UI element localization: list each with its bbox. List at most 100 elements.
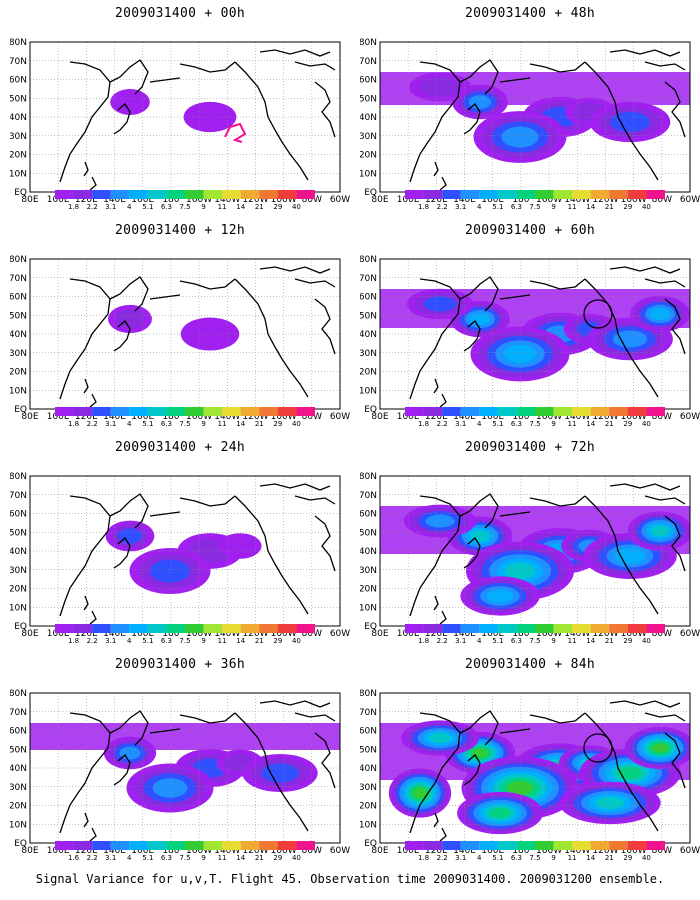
- lat-label: 60N: [360, 727, 377, 737]
- map-panel: 2009031400 + 36h 80N 70N 60N 50N 40N 30N 20N 10N…: [10, 657, 350, 872]
- colorbar-swatch: [479, 841, 498, 850]
- lat-label: 60N: [360, 76, 377, 86]
- colorbar-swatch: [203, 624, 223, 633]
- lat-label: 10N: [10, 169, 27, 179]
- coastline: [314, 81, 336, 138]
- colorbar-swatch: [110, 407, 130, 416]
- colorbar-swatch: [55, 841, 74, 850]
- colorbar-label: 3.1: [105, 420, 116, 428]
- colorbar-label: 4: [127, 854, 132, 862]
- colorbar-swatch: [73, 624, 93, 633]
- coastline: [83, 812, 89, 828]
- lat-label: 80N: [360, 472, 377, 482]
- lon-label: 140W: [564, 629, 590, 639]
- colorbar-label: 9: [201, 420, 205, 428]
- colorbar-swatch: [479, 190, 498, 199]
- lon-label: 160E: [131, 195, 154, 205]
- coastline: [644, 712, 686, 722]
- colorbar-label: 6.3: [511, 854, 522, 862]
- lon-label: 140W: [214, 195, 240, 205]
- colorbar-label: 4: [127, 420, 132, 428]
- colorbar-label: 40: [292, 203, 301, 211]
- colorbar-swatch: [646, 407, 665, 416]
- lon-label: 100E: [47, 846, 70, 856]
- variance-contour: [413, 787, 427, 799]
- colorbar-label: 11: [568, 637, 577, 645]
- colorbar-label: 5.1: [142, 637, 153, 645]
- lat-label: 50N: [360, 311, 377, 321]
- lon-label: 100W: [271, 195, 297, 205]
- lon-label: 80W: [302, 629, 322, 639]
- colorbar-swatch: [92, 841, 111, 850]
- lat-label: 80N: [10, 689, 27, 699]
- colorbar-swatch: [259, 841, 278, 850]
- lat-label: 50N: [10, 528, 27, 538]
- lat-label: 30N: [10, 132, 27, 142]
- lon-label: 120E: [75, 412, 98, 422]
- colorbar-label: 40: [642, 420, 651, 428]
- coastline: [463, 320, 481, 352]
- lon-label: 180: [512, 195, 529, 205]
- colorbar-swatch: [147, 841, 167, 850]
- lat-label: 40N: [360, 330, 377, 340]
- colorbar-swatch: [627, 190, 647, 199]
- colorbar-label: 40: [642, 854, 651, 862]
- variance-contour: [119, 746, 141, 760]
- colorbar-label: 4: [127, 203, 132, 211]
- variance-contour: [419, 77, 461, 97]
- lon-label: 120E: [425, 629, 448, 639]
- colorbar-label: 2.2: [87, 203, 98, 211]
- colorbar-label: 40: [642, 637, 651, 645]
- colorbar-label: 21: [605, 203, 614, 211]
- lon-label: 160W: [536, 195, 562, 205]
- colorbar-swatch: [222, 624, 241, 633]
- colorbar-label: 9: [201, 637, 205, 645]
- colorbar-label: 29: [623, 854, 632, 862]
- lon-label: 60W: [680, 846, 700, 856]
- variance-contour: [218, 533, 262, 559]
- coastline: [459, 493, 499, 529]
- lon-label: 100E: [47, 412, 70, 422]
- lon-label: 80E: [371, 629, 388, 639]
- lat-label: 50N: [360, 528, 377, 538]
- lat-label: 40N: [360, 113, 377, 123]
- coastline: [109, 276, 149, 312]
- colorbar-label: 3.1: [105, 637, 116, 645]
- lon-label: 160E: [481, 846, 504, 856]
- colorbar-label: 9: [551, 420, 555, 428]
- colorbar-swatch: [572, 190, 591, 199]
- lon-label: 120W: [242, 195, 268, 205]
- colorbar-swatch: [129, 841, 148, 850]
- colorbar-swatch: [553, 841, 573, 850]
- colorbar-swatch: [185, 841, 204, 850]
- coastline: [463, 537, 481, 569]
- coastline: [433, 812, 439, 828]
- lon-label: 100E: [47, 629, 70, 639]
- lon-label: 100W: [621, 629, 647, 639]
- colorbar-swatch: [129, 407, 148, 416]
- coastline: [499, 728, 531, 734]
- lat-label: 20N: [10, 368, 27, 378]
- lon-label: 140E: [103, 412, 126, 422]
- colorbar-swatch: [442, 190, 461, 199]
- coastline: [259, 49, 331, 57]
- coastline: [409, 495, 461, 617]
- colorbar-swatch: [92, 407, 111, 416]
- colorbar-label: 4: [477, 637, 482, 645]
- colorbar-label: 4: [127, 637, 132, 645]
- lon-label: 120W: [592, 629, 618, 639]
- lon-label: 140E: [453, 195, 476, 205]
- coastline: [459, 710, 499, 746]
- colorbar-swatch: [405, 624, 424, 633]
- lon-label: 100W: [621, 195, 647, 205]
- colorbar-swatch: [460, 841, 480, 850]
- colorbar-label: 29: [623, 420, 632, 428]
- lon-label: 160W: [186, 629, 212, 639]
- coastline: [294, 495, 336, 505]
- coastline: [664, 732, 686, 789]
- colorbar-swatch: [609, 190, 628, 199]
- lat-label: 10N: [360, 820, 377, 830]
- lat-label: EQ: [14, 839, 27, 849]
- colorbar-label: 4: [477, 854, 482, 862]
- colorbar-label: 21: [605, 637, 614, 645]
